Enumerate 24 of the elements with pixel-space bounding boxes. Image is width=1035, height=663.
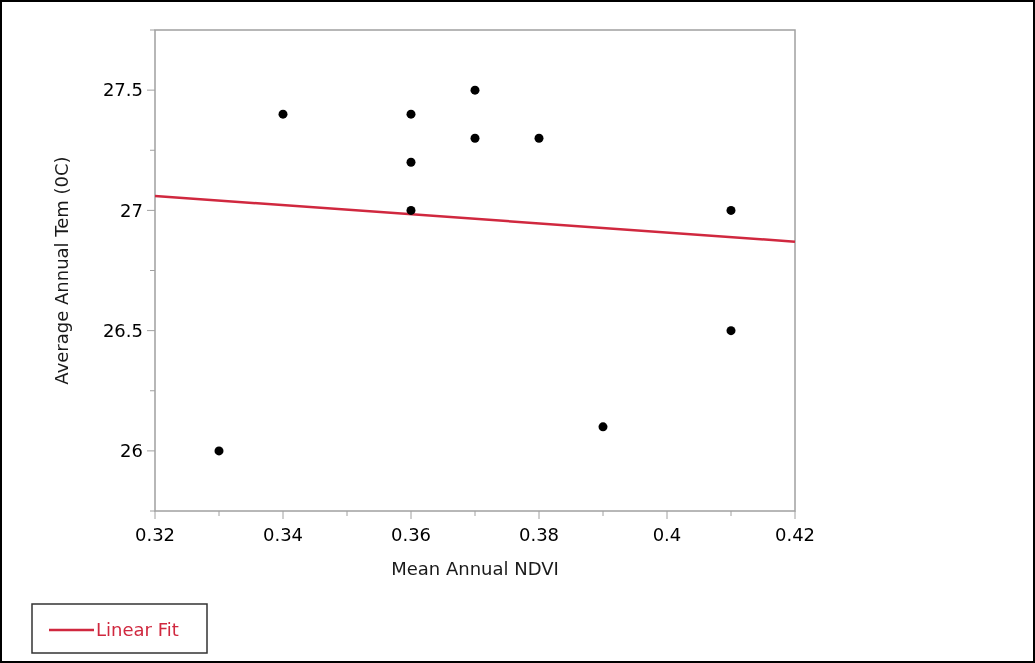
x-tick-label: 0.38 [518,524,560,545]
y-tick-label: 26 [120,440,143,462]
x-tick-label: 0.32 [134,524,176,545]
x-tick-label: 0.42 [774,524,816,545]
legend-label: Linear Fit [96,619,179,641]
y-tick-label: 27.5 [102,79,143,101]
y-tick-label: 27 [120,199,143,221]
x-tick-label: 0.36 [390,524,432,545]
x-tick-label: 0.34 [262,524,304,545]
point [534,133,544,143]
point [470,85,480,95]
point [726,326,736,336]
point [406,205,416,215]
x-axis-title: Mean Annual NDVI [391,558,559,579]
y-axis-title: Average Annual Tem (0C) [51,156,72,385]
point [726,205,736,215]
point [278,109,288,119]
point [214,446,224,456]
point [598,422,608,432]
point [406,109,416,119]
x-tick-label: 0.4 [652,524,682,545]
point [406,157,416,167]
point [470,133,480,143]
y-tick-label: 26.5 [102,319,143,341]
